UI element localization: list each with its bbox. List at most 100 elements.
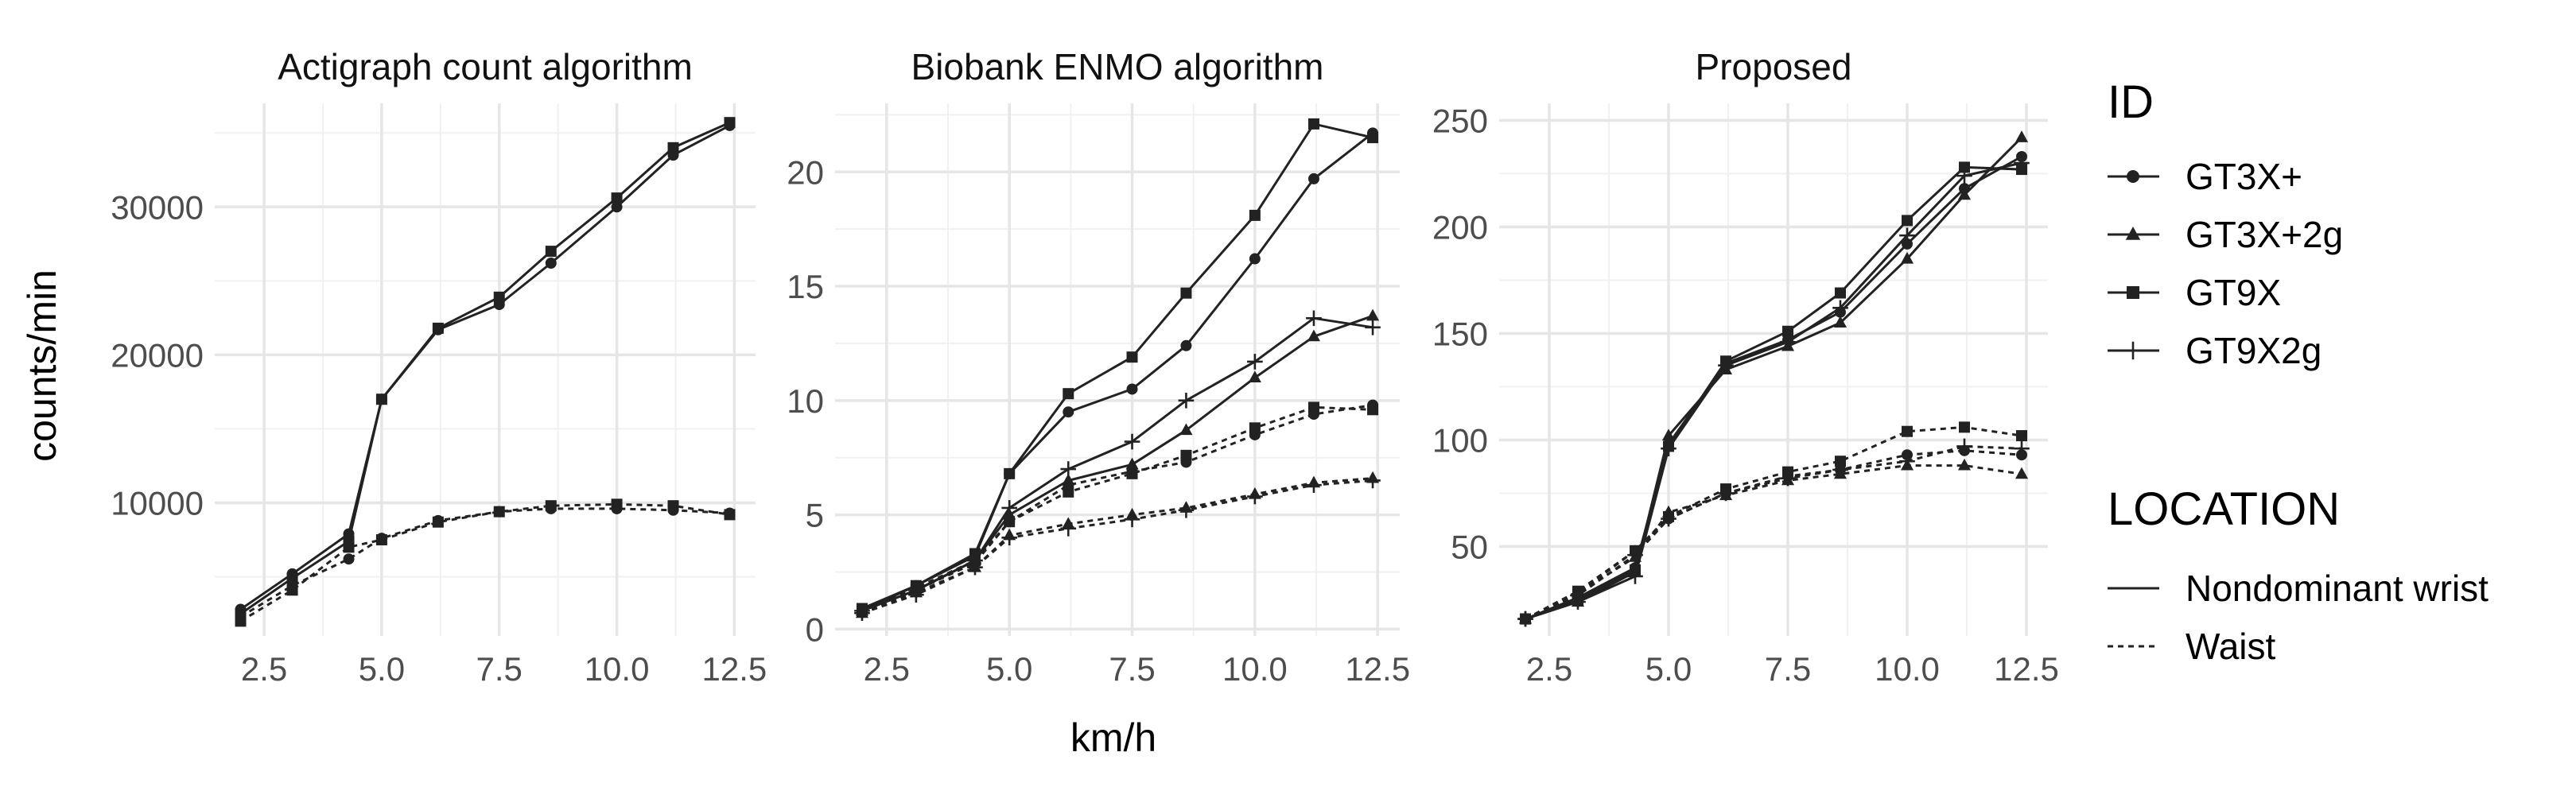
data-point [1780,470,1796,487]
series-GT9X-waist [235,498,736,627]
data-point [1957,188,1972,200]
data-point [667,500,679,512]
data-point [854,605,870,622]
series-GT3X+2g-waist [855,471,1380,618]
data-point [1517,611,1533,627]
data-point [545,500,557,512]
x-tick-label: 2.5 [864,650,910,688]
series-line [1525,464,2022,620]
legend-entry: GT3X+ [2108,156,2302,197]
panel-title: Biobank ENMO algorithm [911,46,1324,87]
data-point [493,291,505,303]
data-point [1060,521,1077,537]
data-point [1718,357,1734,374]
data-point [1367,404,1379,416]
series-GT3X+2g-wrist [1518,130,2029,624]
y-tick-label: 15 [787,268,824,305]
legend-label: GT3X+2g [2186,214,2343,255]
data-point [1001,529,1017,546]
legend-entry: GT9X [2108,272,2281,313]
data-point [343,553,355,565]
data-point [1126,351,1138,363]
y-tick-label: 20 [787,153,824,191]
data-point [1899,227,1915,243]
y-tick-label: 20000 [111,336,204,374]
data-point [611,201,623,213]
y-tick-label: 100 [1432,421,1488,459]
data-point [1126,383,1138,395]
data-point [1307,401,1319,413]
data-point [1365,472,1381,489]
data-point [1306,477,1322,494]
series-line [239,121,731,615]
data-point [2015,467,2029,479]
facet-panels: Actigraph count algorithm 10000 20000 30000… [111,46,2059,688]
data-point [724,117,736,129]
legend-entry: Nondominant wrist [2108,568,2489,609]
data-point [2016,430,2027,442]
legend-location-title: LOCATION [2108,483,2340,535]
data-point [1249,209,1261,221]
x-tick-label: 5.0 [1645,650,1692,688]
data-point [1661,428,1676,441]
legend-key-marker [2127,286,2139,299]
series-GT3X+-wrist [1520,151,2027,625]
data-point [1627,568,1643,584]
legend-entry: Waist [2108,626,2276,667]
series-GT3X+-waist [1520,444,2027,625]
data-point [1178,393,1195,409]
data-point [286,584,298,596]
data-point [1001,500,1017,516]
y-tick-label: 10 [787,382,824,420]
series-GT3X+2g-waist [1518,458,2029,624]
data-point [1178,502,1195,518]
y-tick-label: 30000 [111,188,204,226]
data-point [1124,511,1140,528]
x-axis-label: km/h [1070,715,1156,760]
data-point [1833,316,1847,328]
legend-label: GT3X+ [2186,156,2302,197]
y-tick-label: 0 [806,611,824,648]
data-point [1900,251,1914,264]
data-point [235,615,247,627]
panel-2: Biobank ENMO algorithm 0 5 10 15 20 2.5 5.0 7.5 1… [787,46,1410,688]
series-GT3X+-waist [235,502,736,622]
legend-label: GT9X [2186,272,2281,313]
x-tick-label: 10.0 [585,650,650,688]
data-point [493,506,505,518]
legend-entry: GT9X2g [2108,330,2322,371]
data-point [1249,253,1261,265]
data-point [375,534,387,546]
data-point [667,142,679,153]
data-point [1180,287,1192,299]
series-GT3X+2g-wrist [855,308,1380,616]
data-point [1835,287,1846,299]
series-line [1525,155,2022,620]
data-point [2014,155,2030,171]
data-point [1956,168,1972,184]
data-point [1832,300,1848,316]
series-GT9X2g-waist [854,472,1381,622]
panel-title: Actigraph count algorithm [278,46,693,87]
data-point [1661,440,1677,456]
y-tick-label: 10000 [111,485,204,522]
data-point [2014,440,2030,456]
data-point [1307,118,1319,130]
data-point [908,587,924,603]
x-tick-label: 7.5 [1765,650,1811,688]
data-point [1063,388,1074,400]
data-point [1060,461,1077,477]
series-GT9X-wrist [856,118,1379,614]
y-tick-label: 250 [1432,102,1488,139]
data-point [432,322,444,334]
data-point [1004,467,1016,479]
x-tick-label: 5.0 [359,650,405,688]
data-point [1959,161,1970,173]
data-point [1180,339,1192,351]
data-point [1902,238,1913,250]
data-point [1125,457,1139,470]
data-point [343,541,355,553]
x-tick-label: 12.5 [1345,650,1410,688]
series-line [861,316,1373,612]
